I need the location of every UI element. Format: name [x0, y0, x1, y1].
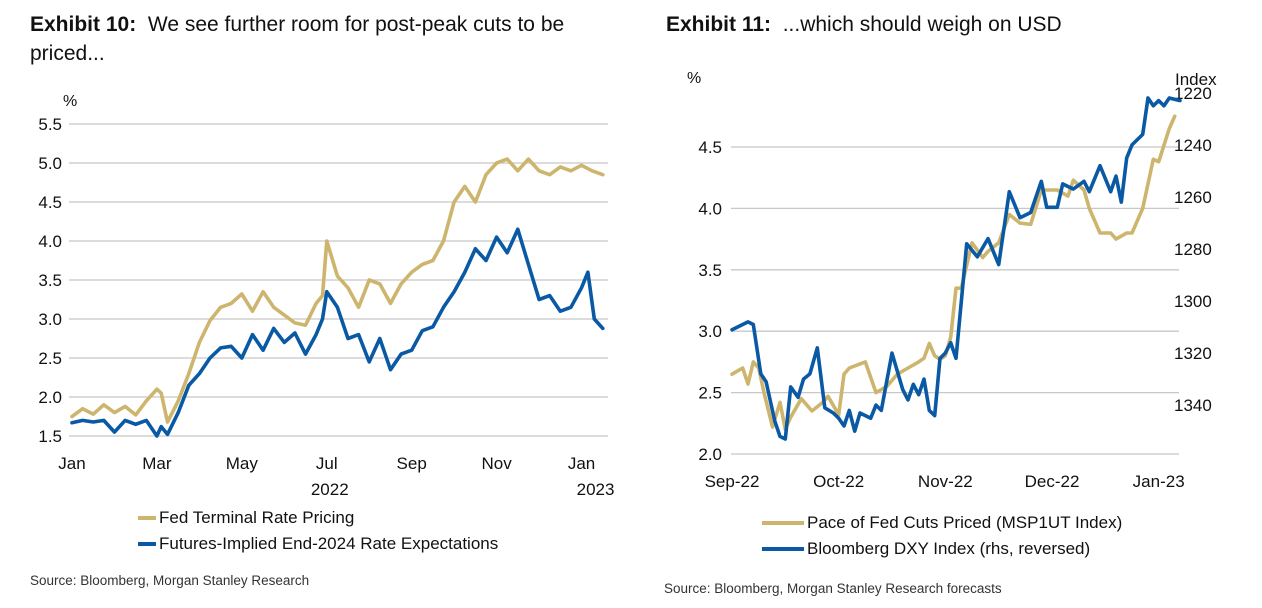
y2-tick-label: 1340 — [1174, 396, 1212, 415]
legend-item-dxy: Bloomberg DXY Index (rhs, reversed) — [762, 536, 1122, 562]
y-tick-label: 3.0 — [38, 310, 62, 329]
y2-tick-label: 1300 — [1174, 292, 1212, 311]
y-axis-unit: % — [687, 70, 701, 87]
y-tick-label: 2.0 — [38, 388, 62, 407]
y-tick-label: 3.5 — [38, 271, 62, 290]
y-tick-label: 4.0 — [38, 232, 62, 251]
exhibit-11-panel: Exhibit 11: ...which should weigh on USD… — [660, 0, 1262, 608]
exhibit-11-chart: % Index 4.54.03.53.02.52.0 1220124012601… — [687, 70, 1217, 491]
legend-label: Fed Terminal Rate Pricing — [159, 508, 355, 527]
x-tick-label: Jan — [568, 454, 595, 473]
x-tick-label: Oct-22 — [813, 472, 864, 491]
y2-axis-unit: Index — [1175, 70, 1217, 89]
source-note: Source: Bloomberg, Morgan Stanley Resear… — [664, 581, 1002, 596]
x-axis-ticks: Sep-22 Oct-22 Nov-22 Dec-22 Jan-23 — [705, 472, 1185, 491]
x-tick-label: Sep-22 — [705, 472, 760, 491]
x-year-label: 2022 — [311, 480, 349, 499]
legend-swatch-gold — [762, 521, 804, 525]
legend-item-fed-terminal: Fed Terminal Rate Pricing — [138, 505, 498, 531]
series-line-gold — [730, 114, 1177, 432]
y-tick-label: 3.0 — [698, 322, 722, 341]
exhibit-11-heading: ...which should weigh on USD — [782, 13, 1062, 36]
y2-tick-label: 1260 — [1174, 188, 1212, 207]
exhibit-10-title: Exhibit 10: We see further room for post… — [30, 10, 630, 68]
x-year-label: 2023 — [577, 480, 615, 499]
y-axis-ticks: 4.5 4.0 3.5 3.0 2.5 2.0 — [698, 138, 722, 464]
series-line-gold — [70, 157, 605, 424]
x-tick-label: Mar — [142, 454, 172, 473]
y-tick-label: 2.0 — [698, 445, 722, 464]
y-tick-label: 4.5 — [698, 138, 722, 157]
legend-label: Futures-Implied End-2024 Rate Expectatio… — [159, 534, 499, 553]
x-tick-label: Sep — [397, 454, 427, 473]
x-axis-ticks: Jan Mar May Jul Sep Nov Jan 2022 2023 — [58, 454, 614, 499]
exhibit-10-chart: % 5.55.04.54.03.53.02.52.01.5 Jan Mar May J… — [38, 93, 614, 499]
y2-tick-label: 1220 — [1174, 84, 1212, 103]
x-tick-label: May — [226, 454, 259, 473]
legend-swatch-blue — [138, 542, 156, 546]
exhibit-10-heading: We see further room for post-peak cuts t… — [30, 13, 565, 65]
y-tick-label: 2.5 — [698, 384, 722, 403]
x-tick-label: Dec-22 — [1025, 472, 1080, 491]
legend-item-futures-implied: Futures-Implied End-2024 Rate Expectatio… — [138, 531, 498, 557]
y-tick-label: 1.5 — [38, 427, 62, 446]
legend-label: Pace of Fed Cuts Priced (MSP1UT Index) — [807, 513, 1123, 532]
x-tick-label: Jan-23 — [1133, 472, 1185, 491]
series-line-blue — [70, 227, 605, 438]
y-tick-label: 3.5 — [698, 261, 722, 280]
series-lines — [70, 157, 605, 438]
y-axis-ticks: 5.5 5.0 4.5 4.0 3.5 3.0 2.5 2.0 1.5 — [38, 115, 62, 446]
y-axis-unit: % — [63, 93, 77, 110]
legend-label: Bloomberg DXY Index (rhs, reversed) — [807, 539, 1091, 558]
x-tick-label: Jul — [316, 454, 338, 473]
legend-swatch-gold — [138, 516, 156, 520]
series-line-blue — [730, 96, 1182, 441]
x-tick-label: Nov-22 — [918, 472, 973, 491]
source-note: Source: Bloomberg, Morgan Stanley Resear… — [30, 573, 310, 588]
exhibit-11-label: Exhibit 11: — [666, 13, 772, 36]
y2-axis-ticks: 1220 1240 1260 1280 1300 1320 1340 — [1174, 84, 1212, 415]
legend: Pace of Fed Cuts Priced (MSP1UT Index) B… — [762, 510, 1122, 562]
exhibit-10-panel: Exhibit 10: We see further room for post… — [30, 10, 630, 588]
y2-tick-label: 1280 — [1174, 240, 1212, 259]
y-tick-label: 4.0 — [698, 199, 722, 218]
series-lines — [730, 96, 1182, 441]
y2-tick-label: 1240 — [1174, 136, 1212, 155]
x-tick-label: Nov — [481, 454, 512, 473]
y-tick-label: 2.5 — [38, 349, 62, 368]
y-tick-label: 5.0 — [38, 154, 62, 173]
legend-item-pace-of-cuts: Pace of Fed Cuts Priced (MSP1UT Index) — [762, 510, 1122, 536]
legend-swatch-blue — [762, 547, 804, 551]
y-tick-label: 4.5 — [38, 193, 62, 212]
y-tick-label: 5.5 — [38, 115, 62, 134]
legend: Fed Terminal Rate Pricing Futures-Implie… — [138, 505, 498, 557]
exhibit-10-label: Exhibit 10: — [30, 13, 137, 36]
exhibit-11-title: Exhibit 11: ...which should weigh on USD — [666, 10, 1256, 39]
gridlines — [69, 123, 608, 437]
x-tick-label: Jan — [58, 454, 85, 473]
y2-tick-label: 1320 — [1174, 344, 1212, 363]
gridlines — [731, 146, 1179, 455]
